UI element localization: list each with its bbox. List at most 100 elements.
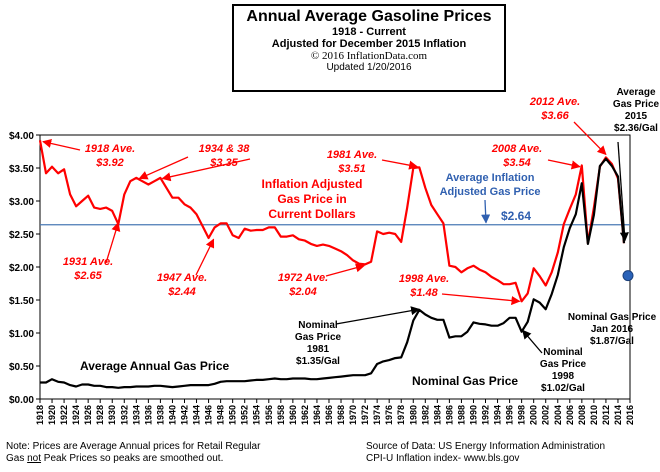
x-tick-label: 1970 (348, 405, 358, 425)
x-tick-label: 2008 (577, 405, 587, 425)
annotation-nominal-1981-3: 1981 (307, 344, 330, 355)
x-tick-label: 1958 (276, 405, 286, 425)
x-tick-label: 1966 (324, 405, 334, 425)
x-tick-label: 1956 (264, 405, 274, 425)
x-tick-label: 2006 (565, 405, 575, 425)
x-tick-label: 1942 (179, 405, 189, 425)
x-tick-label: 1964 (312, 405, 322, 425)
annotation-2015-label-1: Average (616, 87, 656, 98)
footnote-note-line2-c: Peak Prices so peaks are smoothed out. (41, 453, 224, 464)
annotation-1918-year: 1918 Ave. (85, 143, 135, 155)
x-tick-label: 1974 (372, 405, 382, 425)
x-tick-label: 1972 (360, 405, 370, 425)
x-tick-label: 1936 (143, 405, 153, 425)
current-price-marker (622, 270, 634, 282)
x-tick-label: 1948 (216, 405, 226, 425)
annotation-nominal-2016-2: Jan 2016 (591, 324, 634, 335)
x-tick-label: 1988 (456, 405, 466, 425)
annotation-2012-value: $3.66 (540, 110, 569, 122)
chart-title: Annual Average Gasoline Prices (246, 8, 492, 25)
x-tick-label: 2010 (589, 405, 599, 425)
x-tick-label: 1946 (204, 405, 214, 425)
annotation-nominal-2016-1: Nominal Gas Price (568, 312, 657, 323)
arrow-nominal-1981 (335, 306, 421, 325)
x-tick-label: 1968 (336, 405, 346, 425)
x-tick-label: 1994 (493, 405, 503, 425)
footnote-source-line1: Source of Data: US Energy Information Ad… (366, 441, 606, 452)
x-tick-label: 1928 (95, 405, 105, 425)
arrow-1931 (105, 221, 121, 264)
annotation-1981-year: 1981 Ave. (327, 149, 377, 161)
footnote-note-line2-b: not (27, 453, 42, 464)
footnote-note-line2: Gas not Peak Prices so peaks are smoothe… (6, 453, 260, 465)
x-tick-label: 1932 (119, 405, 129, 425)
arrow-1981 (381, 159, 419, 170)
arrow-1938 (161, 158, 251, 182)
footnote-note: Note: Prices are Average Annual prices f… (6, 441, 260, 465)
x-tick-label: 2000 (529, 405, 539, 425)
chart-updated: Updated 1/20/2016 (326, 62, 412, 73)
annotation-1931-value: $2.65 (73, 270, 102, 282)
arrow-nominal-1998 (522, 329, 543, 354)
y-tick-label: $1.00 (9, 329, 34, 340)
x-tick-label: 1962 (300, 405, 310, 425)
annotation-2015-label-2: Gas Price (613, 99, 660, 110)
y-tick-label: $2.00 (9, 263, 34, 274)
x-tick-label: 1918 (35, 405, 45, 425)
arrow-1947 (195, 238, 215, 276)
x-tick-label: 2004 (553, 405, 563, 425)
annotation-2008-year: 2008 Ave. (491, 143, 542, 155)
x-tick-label: 1984 (432, 405, 442, 425)
annotation-average-label-2: Adjusted Gas Price (440, 186, 541, 198)
x-tick-label: 1950 (228, 405, 238, 425)
x-tick-label: 2014 (613, 405, 623, 425)
annotation-2008-value: $3.54 (502, 157, 531, 169)
annotation-1934-year: 1934 & 38 (199, 143, 251, 155)
y-tick-label: $4.00 (9, 131, 34, 142)
arrow-average (481, 199, 491, 224)
footnote-source-line2: CPI-U Inflation index- www.bls.gov (366, 453, 520, 464)
x-tick-label: 1934 (131, 405, 141, 425)
footnote-note-line2-a: Gas (6, 453, 28, 464)
annotation-2012-year: 2012 Ave. (529, 96, 580, 108)
annotation-nominal-1998-1: Nominal (543, 347, 583, 358)
x-tick-label: 1998 (517, 405, 527, 425)
y-tick-label: $0.50 (9, 362, 34, 373)
x-tick-label: 1982 (420, 405, 430, 425)
annotation-average-label-1: Average Inflation (446, 172, 535, 184)
annotation-average-value: $2.64 (501, 209, 531, 223)
annotation-1972-year: 1972 Ave. (278, 272, 328, 284)
annotation-nominal-1998-4: $1.02/Gal (541, 383, 585, 394)
annotation-1947-value: $2.44 (167, 286, 196, 298)
x-tick-label: 2002 (541, 405, 551, 425)
annotation-1981-value: $3.51 (337, 163, 366, 175)
x-tick-label: 1930 (107, 405, 117, 425)
x-tick-label: 1938 (155, 405, 165, 425)
x-tick-label: 1924 (71, 405, 81, 425)
x-tick-label: 2012 (601, 405, 611, 425)
footnote-note-line1: Note: Prices are Average Annual prices f… (6, 441, 261, 452)
annotation-1972-value: $2.04 (288, 286, 317, 298)
nominal-price-line (40, 157, 626, 389)
x-tick-label: 1990 (468, 405, 478, 425)
chart-copyright: © 2016 InflationData.com (310, 50, 428, 62)
chart-subtitle: 1918 - Current (332, 26, 406, 38)
chart-adjusted-note: Adjusted for December 2015 Inflation (271, 38, 467, 50)
x-tick-label: 1926 (83, 405, 93, 425)
annotation-2015-label-4: $2.36/Gal (614, 123, 658, 134)
annotation-inflation-label-1: Inflation Adjusted (262, 177, 363, 191)
annotation-1998-value: $1.48 (409, 287, 438, 299)
x-tick-label: 1986 (444, 405, 454, 425)
x-tick-label: 1992 (481, 405, 491, 425)
annotation-1931-year: 1931 Ave. (63, 256, 113, 268)
annotation-1918-value: $3.92 (95, 157, 124, 169)
arrow-2015 (617, 141, 629, 242)
annotation-inflation-label-3: Current Dollars (268, 207, 356, 221)
annotation-nominal-2016-3: $1.87/Gal (590, 336, 634, 347)
annotation-2015-label-3: 2015 (625, 111, 648, 122)
x-tick-label: 1978 (396, 405, 406, 425)
arrow-1934 (138, 156, 189, 180)
annotation-nominal-label: Nominal Gas Price (412, 374, 518, 388)
